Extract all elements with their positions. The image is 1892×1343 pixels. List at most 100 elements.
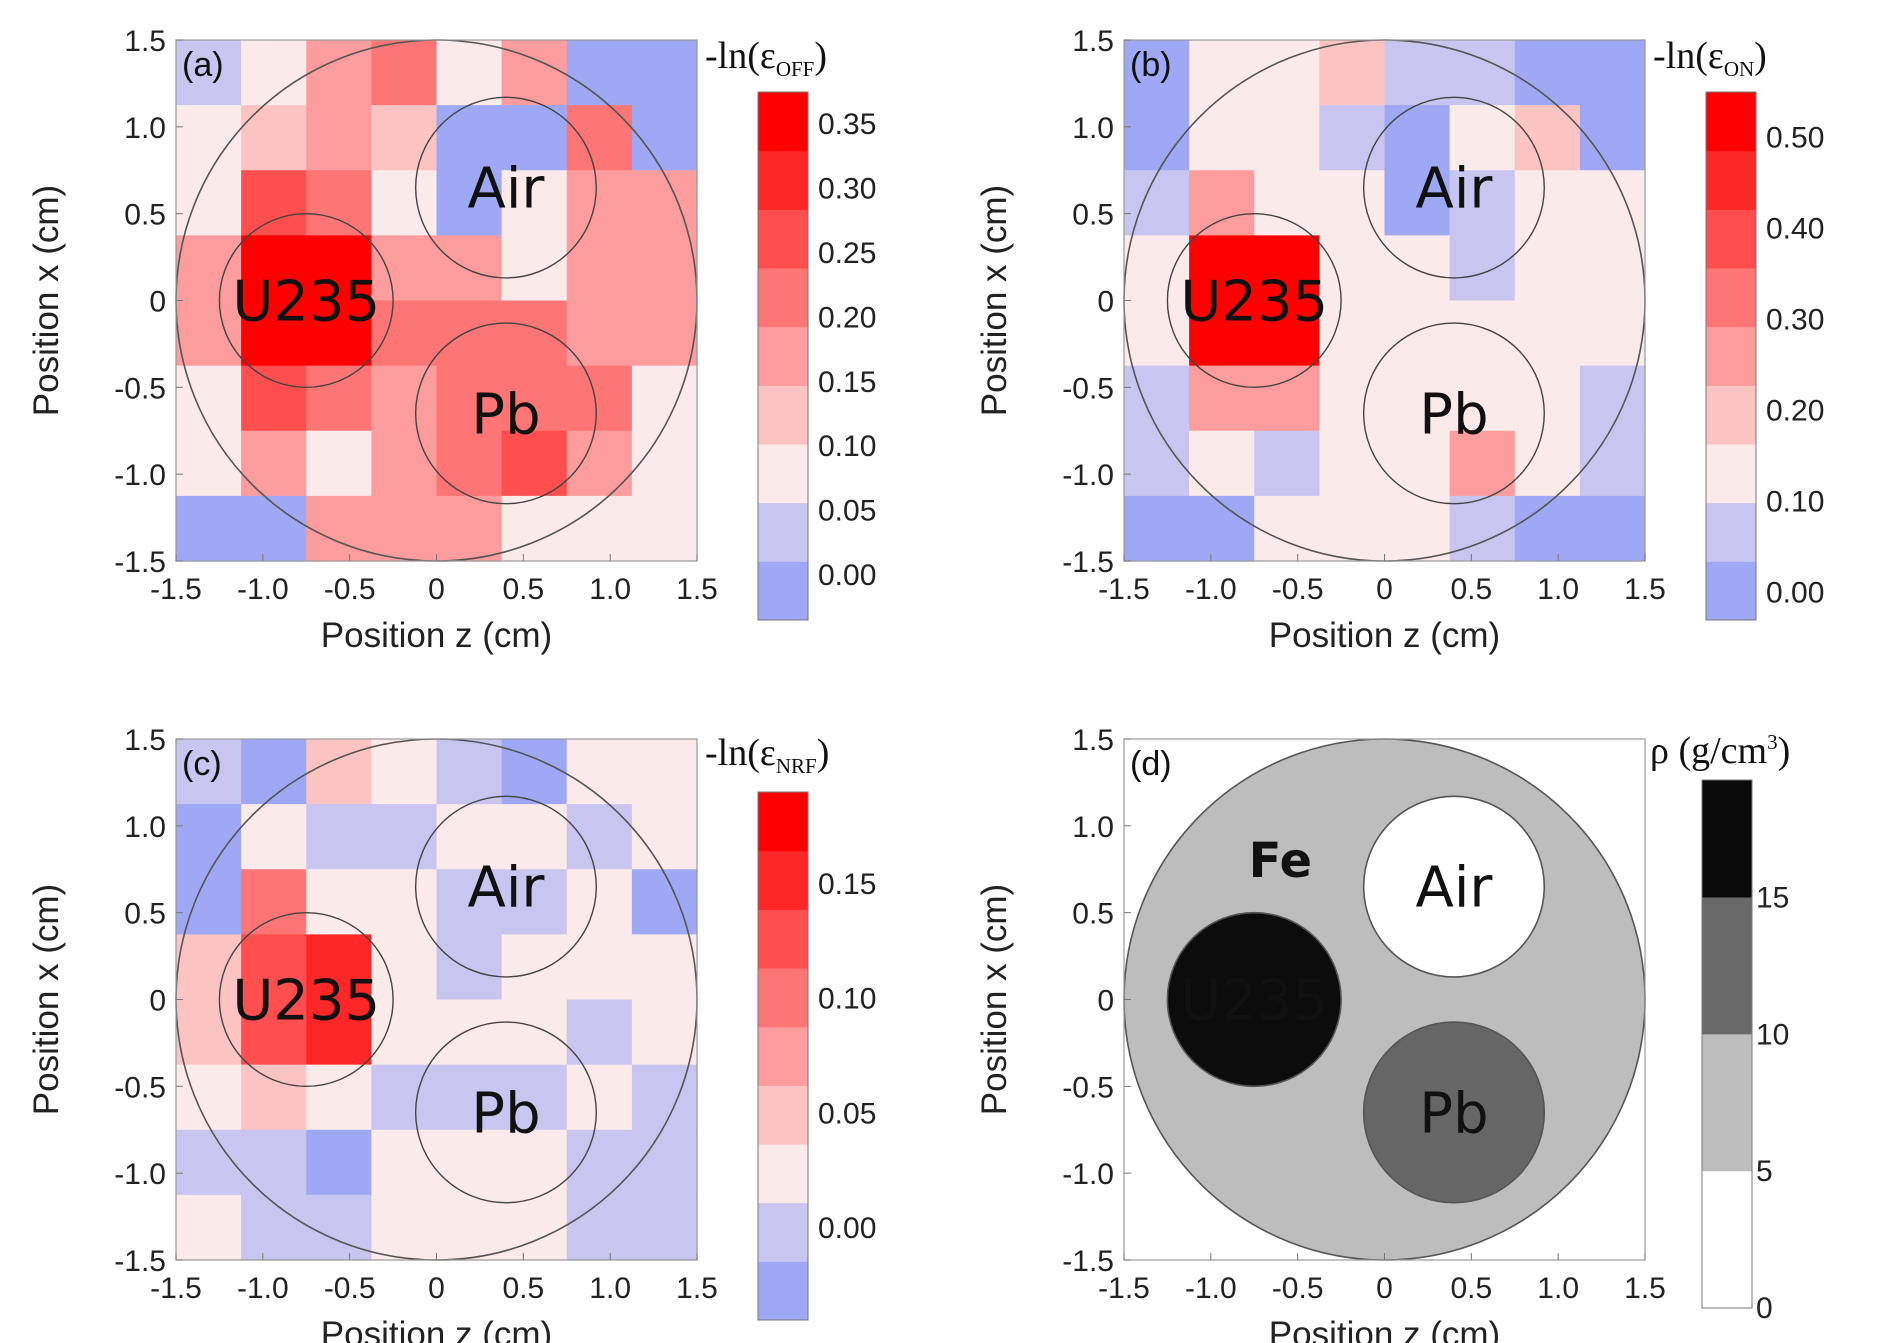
colorbar-band xyxy=(758,92,808,152)
colorbar-band xyxy=(758,1144,808,1204)
y-tick-label: -1.5 xyxy=(114,1245,166,1278)
heatmap-cell xyxy=(1189,495,1255,562)
heatmap-cell xyxy=(1579,105,1646,171)
x-tick-label: -1.5 xyxy=(1098,573,1150,606)
colorbar-band xyxy=(758,909,808,969)
heatmap-cell xyxy=(1514,105,1581,171)
y-tick-label: -1.0 xyxy=(114,459,166,492)
heatmap-cell xyxy=(241,869,307,935)
y-axis-label: Position x (cm) xyxy=(975,185,1014,416)
heatmap-cell xyxy=(631,40,698,106)
colorbar-band xyxy=(758,1085,808,1145)
heatmap-cell xyxy=(436,934,503,1001)
heatmap-cell xyxy=(371,934,438,1001)
heatmap-cell xyxy=(1254,300,1320,367)
heatmap-cell xyxy=(566,430,633,497)
colorbar-tick-label: 5 xyxy=(1756,1155,1773,1188)
heatmap-cell xyxy=(371,999,438,1066)
heatmap-cell xyxy=(1384,430,1451,497)
heatmap-cell xyxy=(1124,170,1190,236)
heatmap-cell xyxy=(1319,40,1386,106)
panel-label: (b) xyxy=(1130,46,1172,84)
heatmap-cell xyxy=(1189,170,1255,236)
heatmap-cell xyxy=(306,365,372,432)
colorbar-tick-label: 0.10 xyxy=(818,983,876,1016)
heatmap-cell xyxy=(371,105,438,171)
heatmap-cell xyxy=(241,365,307,432)
heatmap-cell xyxy=(371,235,438,302)
colorbar-band xyxy=(758,150,808,210)
colorbar-frame xyxy=(757,91,809,621)
heatmap-cell xyxy=(501,999,568,1066)
colorbar-title-sub: ON xyxy=(1724,57,1754,81)
heatmap-cell xyxy=(1579,40,1646,106)
heatmap-cell xyxy=(176,1064,242,1131)
heatmap-cell xyxy=(176,739,242,805)
heatmap-cell xyxy=(1319,495,1386,562)
heatmap-grid xyxy=(176,40,698,562)
heatmap-cell xyxy=(1254,235,1320,302)
colorbar-band xyxy=(1706,209,1756,269)
heatmap-cell xyxy=(501,1129,568,1196)
heatmap-cell xyxy=(566,495,633,562)
heatmap-cell xyxy=(371,430,438,497)
heatmap-cell xyxy=(306,869,372,935)
heatmap-cell xyxy=(371,739,438,805)
heatmap-cell xyxy=(306,430,372,497)
heatmap-cell xyxy=(1579,430,1646,497)
heatmap-cell xyxy=(241,300,307,367)
colorbar-tick-label: 0.00 xyxy=(818,559,876,592)
heatmap-cell xyxy=(1449,300,1516,367)
heatmap-cell xyxy=(1319,170,1386,236)
colorbar-band xyxy=(758,1026,808,1086)
colorbar-frame xyxy=(1701,779,1753,1309)
heatmap-cell xyxy=(1254,365,1320,432)
colorbar-band xyxy=(1706,385,1756,445)
heatmap-cell xyxy=(1189,105,1255,171)
heatmap-cell xyxy=(566,1194,633,1261)
panel-a: U235 Air Pb 0.00 0.05 0.10 0.15 0.20 0.25 0.30 0.3… xyxy=(27,25,876,655)
heatmap-cell xyxy=(566,1129,633,1196)
colorbar-band xyxy=(1706,92,1756,152)
heatmap-cell xyxy=(1384,495,1451,562)
heatmap-cell xyxy=(306,1129,372,1196)
heatmap-cell xyxy=(306,739,372,805)
panel-b: U235AirPb0.000.100.200.300.400.50-ln(εON… xyxy=(975,25,1824,655)
colorbar-band xyxy=(758,444,808,504)
heatmap-cell xyxy=(1514,300,1581,367)
colorbar-tick-label: 0.30 xyxy=(1766,304,1824,337)
heatmap-cell xyxy=(371,495,438,562)
heatmap-cell xyxy=(1254,495,1320,562)
heatmap-cell xyxy=(436,1129,503,1196)
colorbar-frame xyxy=(1705,91,1757,621)
heatmap-cell xyxy=(501,739,568,805)
colorbar: 0.00 0.05 0.10 0.15 0.20 0.25 0.30 0.35 -ln(εOFF… xyxy=(705,35,876,621)
y-tick-label: 1.0 xyxy=(124,112,166,145)
heatmap-cell xyxy=(1254,430,1320,497)
heatmap-cell xyxy=(1319,235,1386,302)
heatmap-cell xyxy=(1319,300,1386,367)
heatmap-cell xyxy=(501,934,568,1001)
heatmap-cell xyxy=(436,430,503,497)
heatmap-cell xyxy=(241,804,307,870)
heatmap-cell xyxy=(176,804,242,870)
y-tick-label: -0.5 xyxy=(114,372,166,405)
heatmap-cell xyxy=(1514,430,1581,497)
colorbar-tick-label: 0.20 xyxy=(1766,395,1824,428)
heatmap-cell xyxy=(176,170,242,236)
colorbar-tick-label: 0.20 xyxy=(818,301,876,334)
heatmap-cell xyxy=(1384,300,1451,367)
colorbar-title-sub: NRF xyxy=(776,754,817,778)
heatmap-cell xyxy=(1449,365,1516,432)
x-tick-label: 1.0 xyxy=(1537,573,1579,606)
colorbar-title-end: ) xyxy=(1754,35,1767,77)
y-tick-label: 0 xyxy=(149,286,166,319)
heatmap-cell xyxy=(1449,40,1516,106)
x-tick-label: -1.0 xyxy=(1185,573,1237,606)
region-label-u235: U235 xyxy=(232,270,380,335)
material-label-fe: Fe xyxy=(1249,833,1312,889)
colorbar-band xyxy=(758,326,808,386)
y-tick-label: 0.5 xyxy=(1072,898,1114,931)
